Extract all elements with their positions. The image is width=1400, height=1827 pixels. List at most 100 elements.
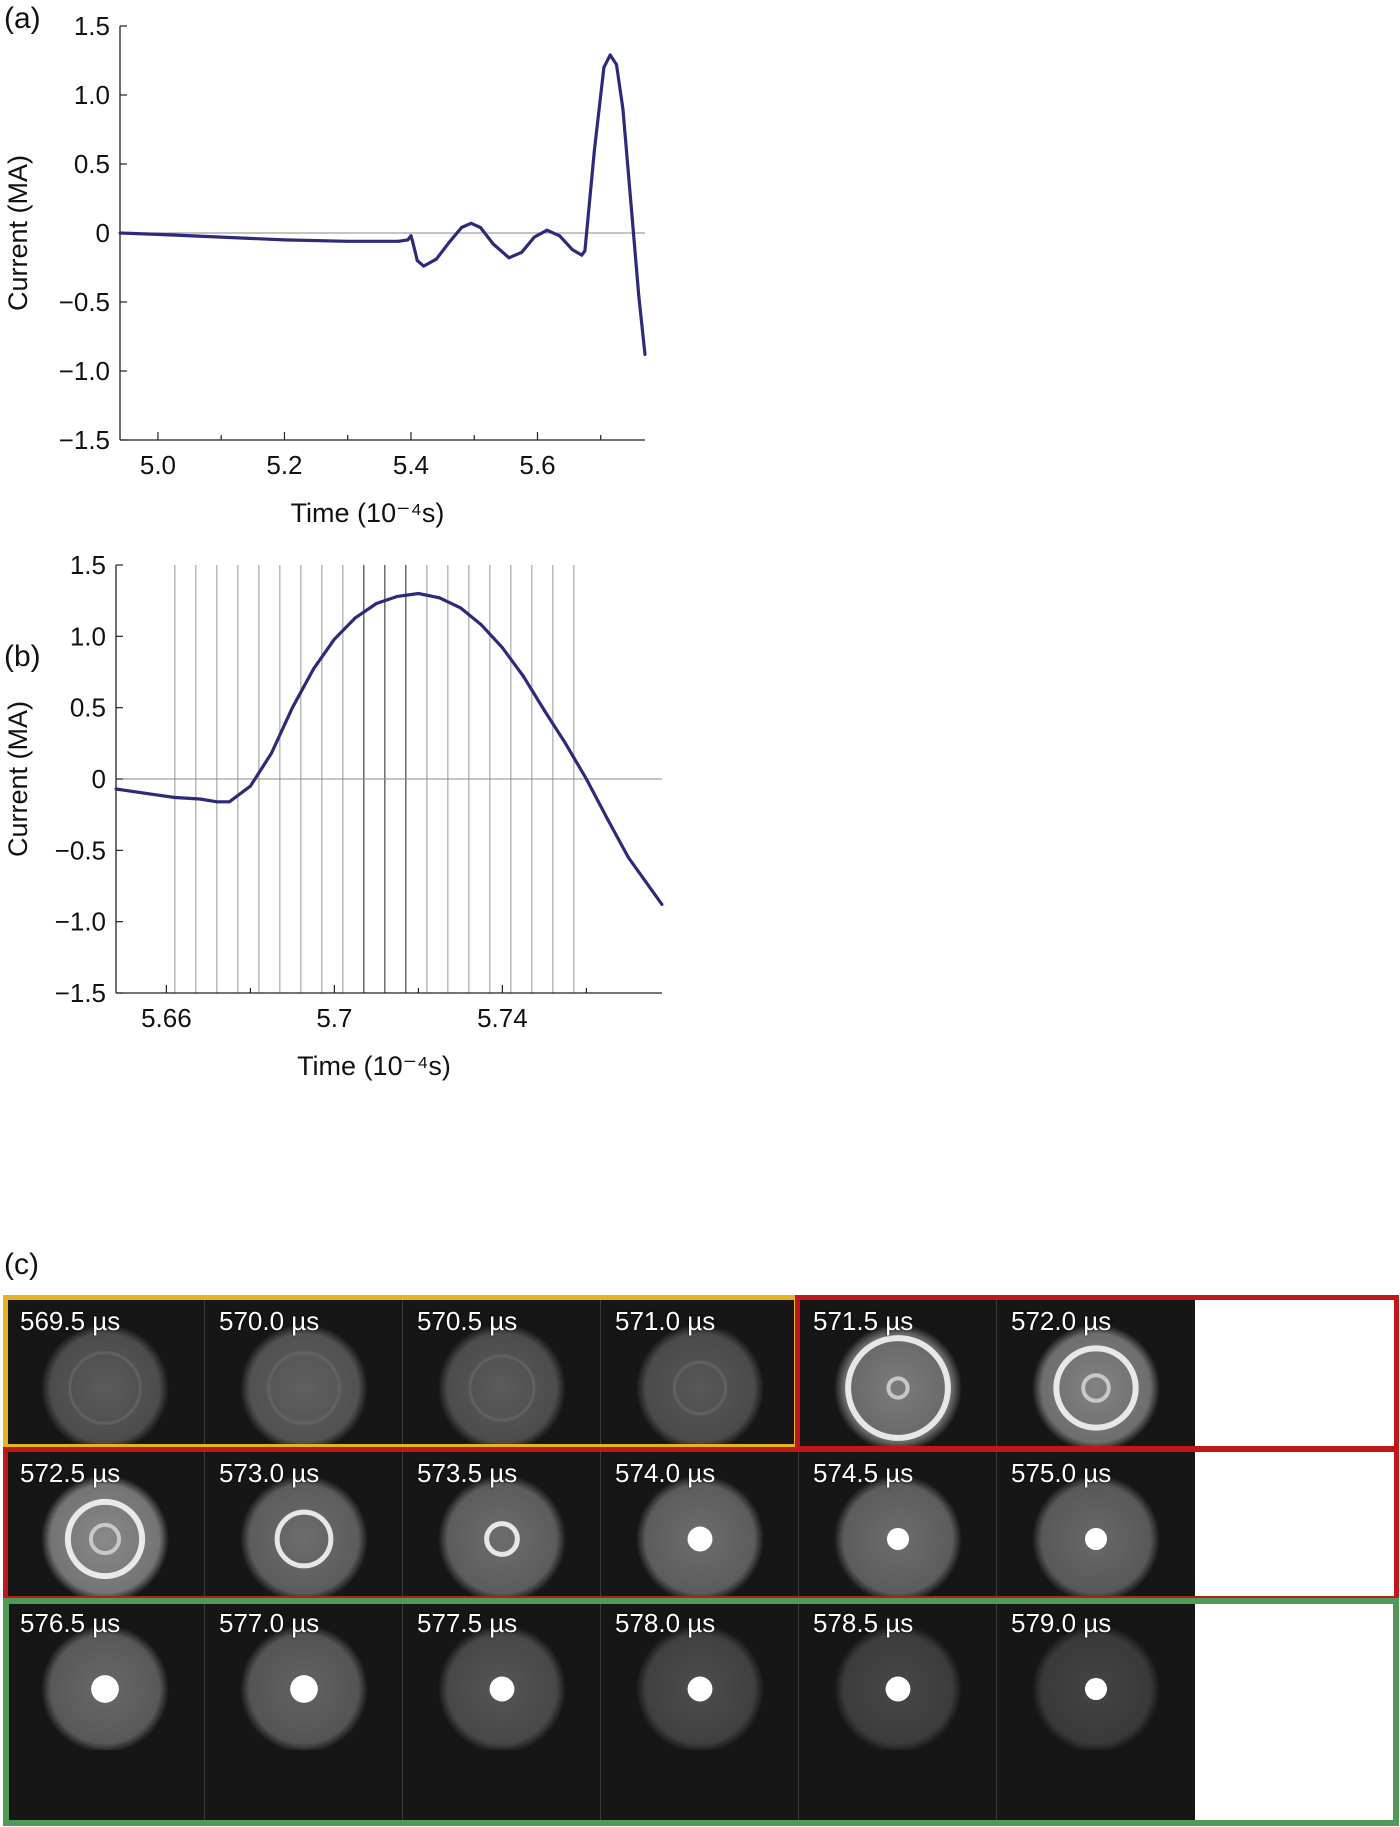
x-tick-label: 5.4 <box>393 450 429 480</box>
plasma-image <box>240 1625 368 1750</box>
y-tick-label: −0.5 <box>59 287 110 317</box>
data-point <box>395 594 399 598</box>
data-point <box>219 235 223 239</box>
frame-image: 569.5 µs <box>6 1298 204 1450</box>
plasma-disk <box>41 1475 169 1600</box>
data-point <box>615 63 619 67</box>
plasma-core-ring <box>88 1522 122 1556</box>
frame-time-label: 577.0 µs <box>219 1608 320 1638</box>
data-point <box>406 238 410 242</box>
y-tick-label: 1.0 <box>74 80 110 110</box>
data-point <box>396 239 400 243</box>
data-point <box>580 253 584 257</box>
data-point <box>411 241 415 245</box>
plasma-core-ring <box>1081 1373 1111 1403</box>
data-point <box>269 751 273 755</box>
x-tick-label: 5.6 <box>519 450 555 480</box>
data-point <box>332 637 336 641</box>
frame-time-label: 570.0 µs <box>219 1306 320 1336</box>
frame-image: 574.5 µs <box>798 1450 997 1600</box>
y-tick-label: 0.5 <box>70 693 106 723</box>
frame-time-label: 575.0 µs <box>1011 1458 1112 1488</box>
plasma-spot <box>687 1676 713 1702</box>
data-point <box>173 796 177 800</box>
y-tick-label: 1.5 <box>74 11 110 41</box>
data-point <box>460 225 464 229</box>
data-point <box>500 646 504 650</box>
frame-time-label: 572.5 µs <box>20 1458 121 1488</box>
y-tick-label: 0.5 <box>74 149 110 179</box>
data-point <box>637 293 641 297</box>
plasma-disk <box>1032 1324 1160 1450</box>
plasma-image <box>438 1324 566 1450</box>
data-point <box>143 791 147 795</box>
data-point <box>458 606 462 610</box>
x-tick-label: 5.0 <box>140 450 176 480</box>
data-point <box>592 148 596 152</box>
frame-image: 576.5 µs <box>6 1600 204 1820</box>
data-point <box>156 232 160 236</box>
data-point <box>118 231 122 235</box>
frame-strip: 569.5 µs 570.0 µs 570.5 µs 571.0 µs 571.5 µs… <box>0 1290 1400 1827</box>
plasma-image <box>438 1625 566 1750</box>
plasma-spot <box>1084 1527 1108 1551</box>
data-point <box>198 797 202 801</box>
data-point <box>558 234 562 238</box>
plasma-image <box>636 1475 764 1600</box>
plasma-image <box>1032 1324 1160 1450</box>
data-point <box>583 249 587 253</box>
plasma-image <box>834 1625 962 1750</box>
frame-image: 577.5 µs <box>402 1600 601 1820</box>
data-point <box>416 592 420 596</box>
data-point <box>215 800 219 804</box>
data-point <box>542 709 546 713</box>
data-point <box>346 239 350 243</box>
frame-image: 573.0 µs <box>204 1450 403 1600</box>
data-point <box>479 225 483 229</box>
frame-time-label: 571.5 µs <box>813 1306 914 1336</box>
plasma-disk <box>240 1324 368 1450</box>
x-tick-label: 5.66 <box>141 1003 192 1033</box>
data-point <box>114 787 118 791</box>
x-axis-label: Time (10⁻⁴s) <box>297 1051 451 1081</box>
frame-time-label: 572.0 µs <box>1011 1306 1112 1336</box>
frame-image: 578.5 µs <box>798 1600 997 1820</box>
y-tick-label: −0.5 <box>55 835 106 865</box>
data-point <box>584 777 588 781</box>
plasma-faint-ring <box>267 1351 341 1425</box>
plasma-spot <box>886 1527 910 1551</box>
data-point <box>353 616 357 620</box>
data-point <box>643 352 647 356</box>
plasma-image <box>636 1625 764 1750</box>
y-tick-label: −1.5 <box>55 978 106 1008</box>
data-point <box>248 784 252 788</box>
plasma-spot <box>885 1676 911 1702</box>
x-tick-label: 5.7 <box>316 1003 352 1033</box>
current-series-line <box>119 53 647 355</box>
frame-image: 571.5 µs <box>798 1298 997 1450</box>
plasma-image <box>834 1324 962 1450</box>
plasma-disk <box>636 1324 764 1450</box>
frame-time-label: 578.5 µs <box>813 1608 914 1638</box>
x-tick-label: 5.74 <box>477 1003 528 1033</box>
data-point <box>521 674 525 678</box>
data-point <box>447 241 451 245</box>
current-series-line <box>115 591 664 906</box>
y-tick-label: −1.0 <box>59 356 110 386</box>
plasma-image <box>1032 1475 1160 1600</box>
y-tick-label: 0 <box>96 218 110 248</box>
plasma-faint-ring <box>672 1360 728 1416</box>
data-point <box>602 65 606 69</box>
plasma-disk <box>240 1475 368 1600</box>
y-tick-label: −1.5 <box>59 425 110 455</box>
data-point <box>469 221 473 225</box>
data-point <box>570 248 574 252</box>
data-point <box>422 264 426 268</box>
data-point <box>311 667 315 671</box>
plasma-faint-ring <box>468 1354 536 1422</box>
plasma-ring <box>484 1521 520 1557</box>
plasma-ring <box>1053 1345 1139 1431</box>
data-point <box>660 903 664 907</box>
data-point <box>630 217 634 221</box>
y-axis-label: Current (MA) <box>3 155 33 311</box>
